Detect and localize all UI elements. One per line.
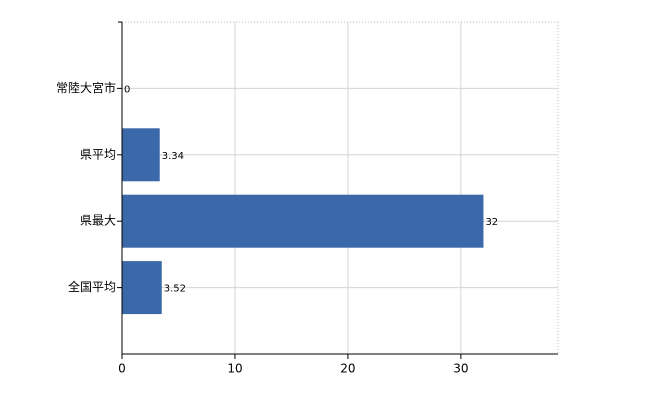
value-label: 0: [124, 84, 130, 95]
value-label: 32: [485, 217, 498, 228]
x-tick-label: 0: [118, 362, 126, 376]
x-tick-label: 20: [340, 362, 355, 376]
value-label: 3.34: [162, 151, 184, 162]
x-tick-label: 10: [227, 362, 242, 376]
value-label: 3.52: [164, 284, 186, 295]
x-tick-label: 30: [453, 362, 468, 376]
bar: [122, 261, 162, 315]
y-tick-label: 県最大: [80, 214, 116, 228]
bar: [122, 194, 484, 248]
y-tick-label: 常陸大宮市: [56, 80, 116, 95]
y-tick-label: 県平均: [80, 147, 116, 161]
y-tick-label: 全国平均: [68, 279, 116, 294]
bar: [122, 128, 160, 182]
